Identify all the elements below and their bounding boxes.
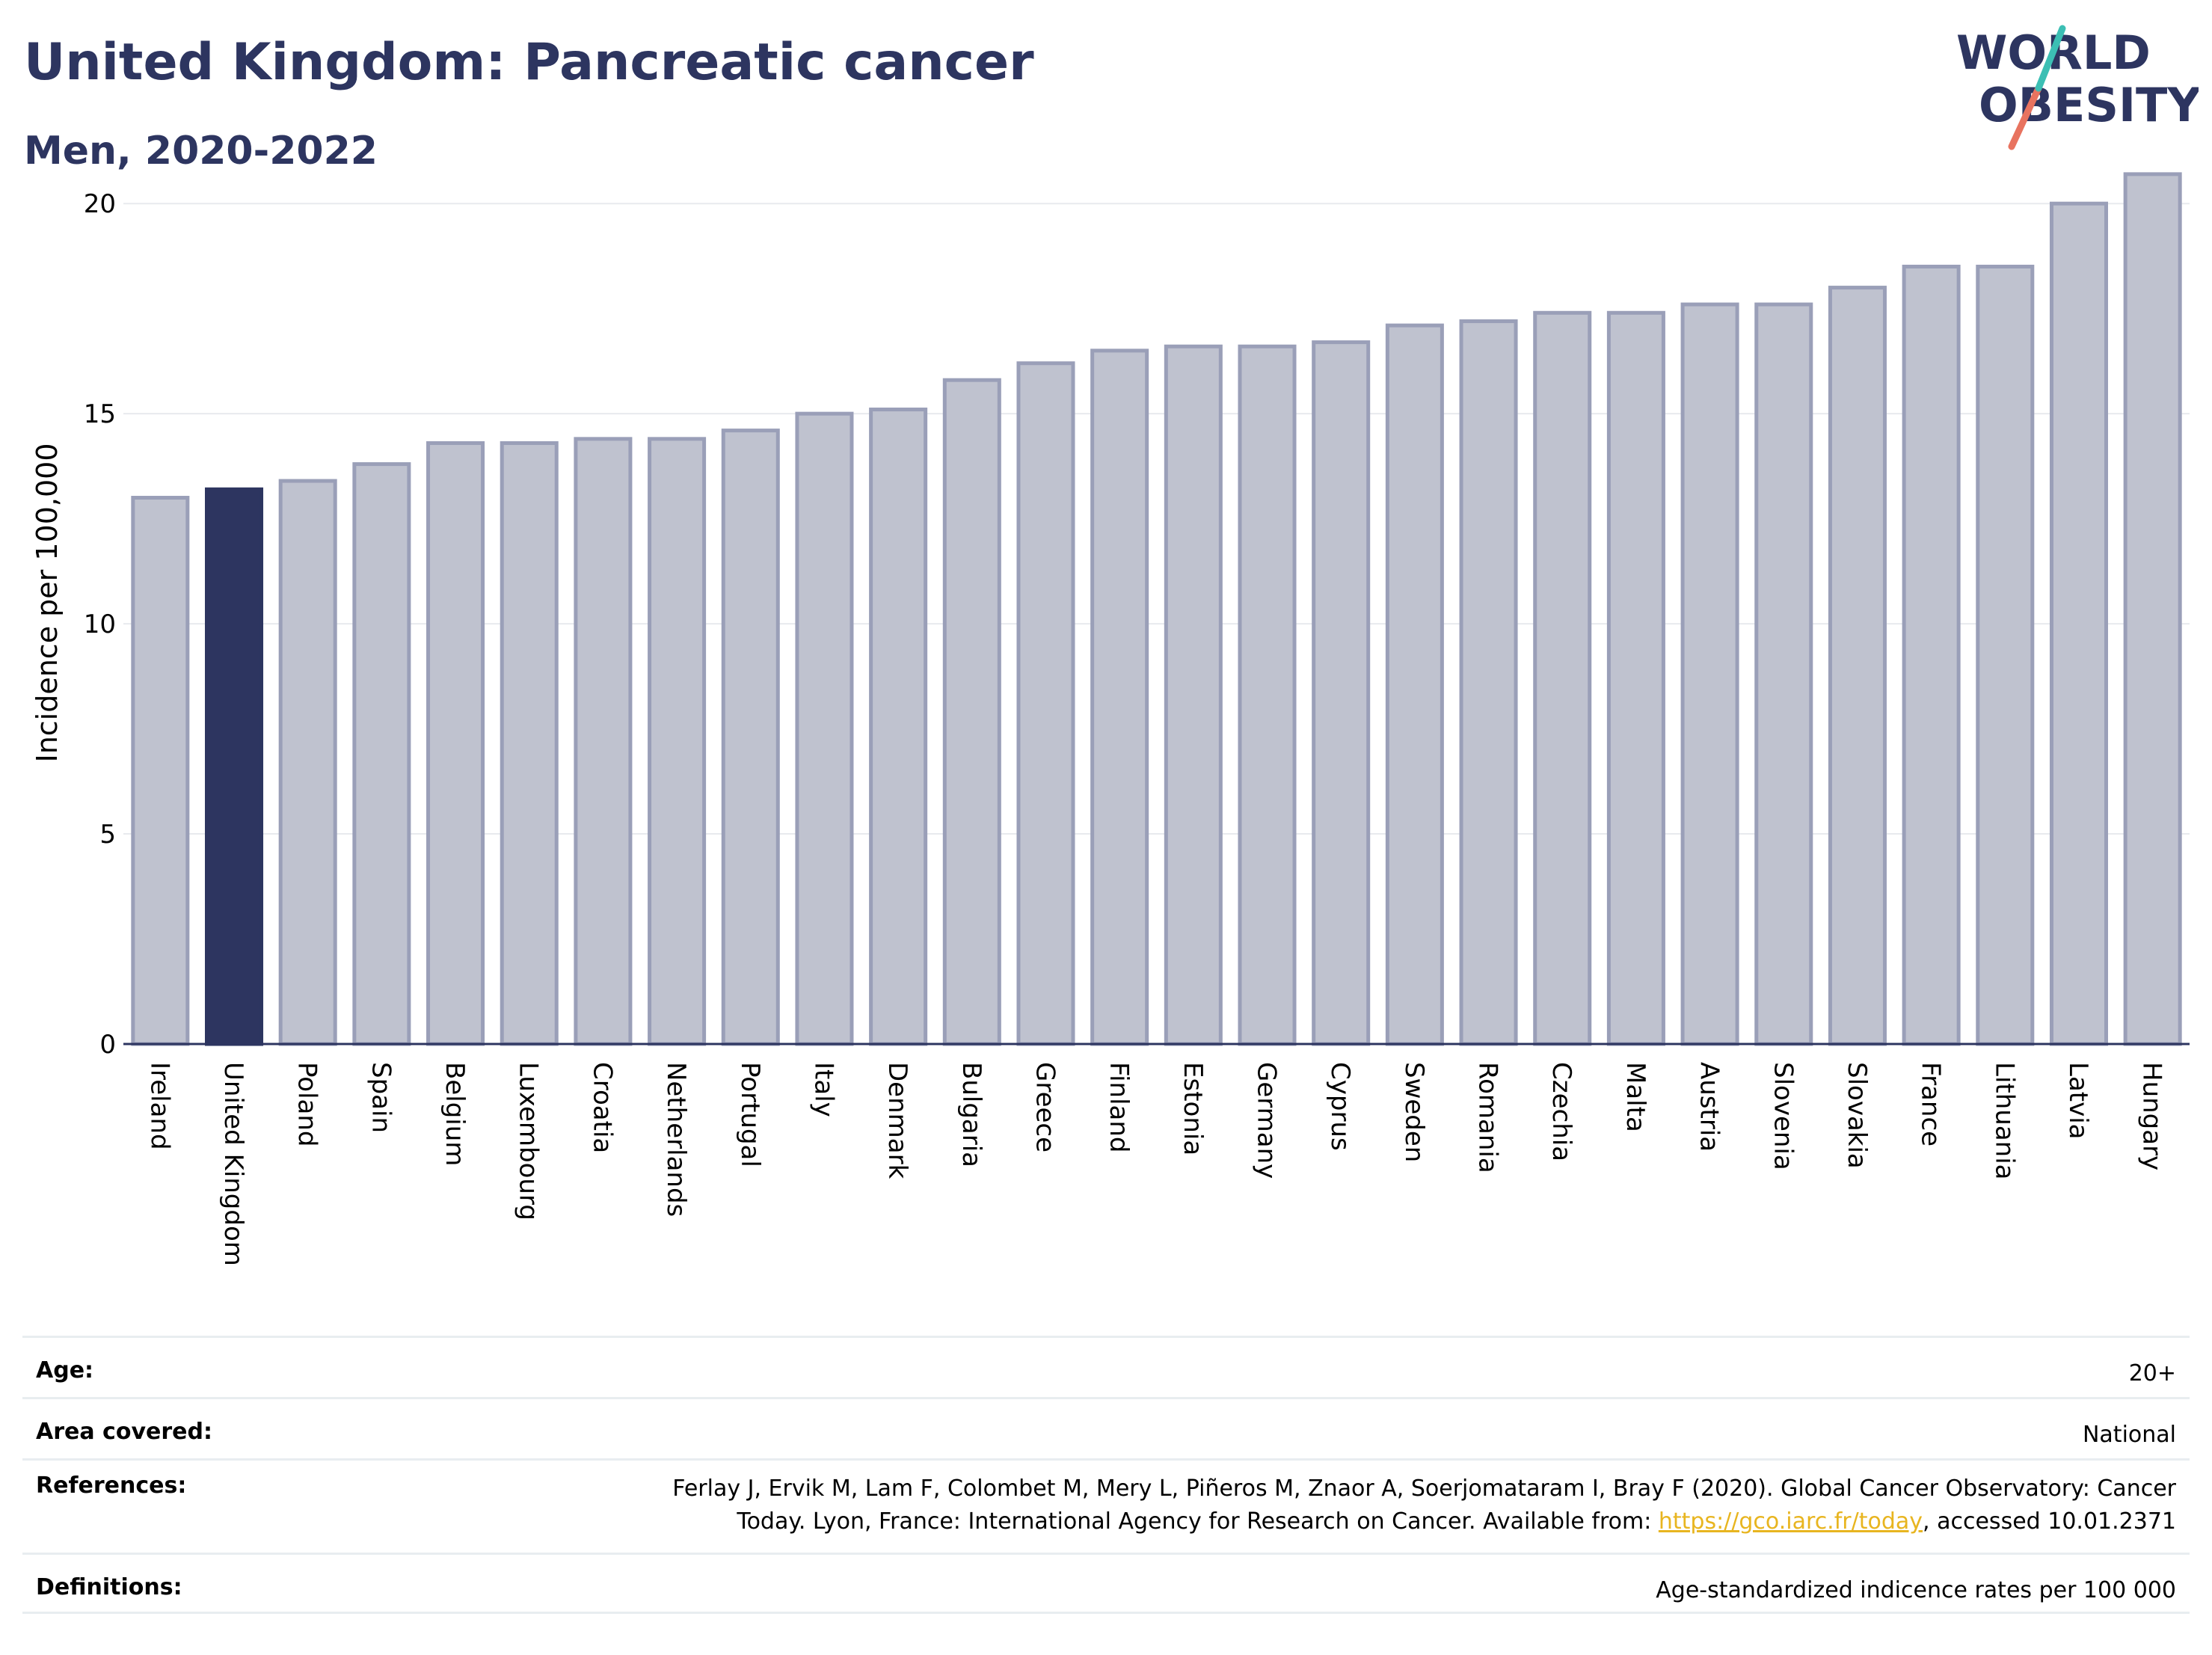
bar-italy: [795, 411, 854, 1046]
x-tick-label: Ireland: [144, 1062, 174, 1150]
x-tick-label: Poland: [292, 1062, 322, 1147]
y-tick-label: 5: [99, 820, 116, 850]
bar-hungary: [2123, 172, 2182, 1046]
x-tick-label: Estonia: [1178, 1062, 1208, 1155]
x-tick-label: Netherlands: [661, 1062, 691, 1217]
references-value: Ferlay J, Ervik M, Lam F, Colombet M, Me…: [672, 1473, 2176, 1538]
bar-slovakia: [1828, 286, 1887, 1046]
y-tick-label: 10: [84, 610, 116, 639]
x-tick-label: Slovenia: [1768, 1062, 1798, 1170]
y-tick-label: 0: [99, 1030, 116, 1060]
info-table: Age: 20+ Area covered: National Referenc…: [22, 1336, 2190, 1614]
y-axis-label: Incidence per 100,000: [31, 443, 64, 762]
bar-sweden: [1385, 323, 1444, 1046]
bar-lithuania: [1976, 264, 2035, 1046]
references-line2-pre: Today. Lyon, France: International Agenc…: [737, 1508, 1659, 1535]
definitions-label: Definitions:: [36, 1574, 182, 1600]
x-tick-label: Spain: [366, 1062, 396, 1133]
bar-poland: [278, 479, 337, 1046]
x-axis-ticks: Ireland United Kingdom Poland Spain Belgium L…: [144, 1062, 2166, 1266]
y-tick-label: 15: [84, 399, 116, 429]
bar-netherlands: [648, 437, 707, 1046]
x-tick-label: Sweden: [1399, 1062, 1429, 1162]
y-axis-ticks: 0 5 10 15 20: [84, 189, 116, 1060]
x-tick-label: Hungary: [2137, 1062, 2167, 1170]
bar-croatia: [574, 437, 633, 1046]
x-tick-label: Finland: [1104, 1062, 1134, 1153]
bar-malta: [1606, 310, 1665, 1046]
x-tick-label: Lithuania: [1989, 1062, 2019, 1179]
bar-germany: [1238, 344, 1297, 1046]
x-tick-label: Latvia: [2063, 1062, 2093, 1140]
page-title: United Kingdom: Pancreatic cancer: [24, 33, 1034, 92]
logo-slash-coral: [2008, 85, 2042, 150]
x-tick-label: Cyprus: [1325, 1062, 1355, 1151]
bar-cyprus: [1312, 340, 1371, 1046]
age-value: 20+: [2128, 1360, 2176, 1387]
x-tick-label: Portugal: [735, 1062, 765, 1167]
x-tick-label: Denmark: [882, 1062, 912, 1179]
x-tick-label: Luxembourg: [514, 1062, 544, 1220]
bar-denmark: [869, 408, 928, 1046]
x-tick-label: France: [1916, 1062, 1946, 1146]
world-obesity-logo: WORLD OBESITY: [1956, 25, 2199, 150]
bar-latvia: [2049, 201, 2108, 1046]
x-tick-label: United Kingdom: [218, 1062, 248, 1266]
x-tick-label: Belgium: [440, 1062, 470, 1166]
x-tick-label: Malta: [1620, 1062, 1650, 1132]
x-tick-label: Bulgaria: [956, 1062, 986, 1167]
bar-finland: [1090, 348, 1149, 1046]
logo-slash-teal: [2035, 25, 2066, 92]
bar-greece: [1016, 361, 1075, 1046]
bar-chart: 0 5 10 15 20 Ireland United Kingdom Poland Spai…: [31, 172, 2190, 1266]
bar-estonia: [1164, 344, 1223, 1046]
info-row-area: Area covered: National: [22, 1397, 2190, 1458]
bars: [131, 172, 2182, 1046]
bar-czechia: [1533, 310, 1592, 1046]
area-value: National: [2082, 1422, 2176, 1448]
bar-ireland: [131, 496, 190, 1046]
area-label: Area covered:: [36, 1419, 212, 1445]
x-tick-label: Austria: [1695, 1062, 1724, 1152]
bar-france: [1902, 264, 1961, 1046]
logo-line2: OBESITY: [1979, 78, 2199, 132]
info-row-definitions: Definitions: Age-standardized indicence …: [22, 1553, 2190, 1614]
x-tick-label: Slovakia: [1842, 1062, 1872, 1169]
bar-belgium: [426, 440, 485, 1046]
info-row-references: References: Ferlay J, Ervik M, Lam F, Co…: [22, 1458, 2190, 1553]
references-line2-post: , accessed 10.01.2371: [1923, 1508, 2176, 1535]
references-label: References:: [36, 1473, 187, 1499]
bar-bulgaria: [942, 378, 1001, 1046]
x-tick-label: Croatia: [587, 1062, 617, 1153]
x-tick-label: Greece: [1030, 1062, 1060, 1152]
x-tick-label: Germany: [1252, 1062, 1282, 1179]
info-row-age: Age: 20+: [22, 1336, 2190, 1397]
bar-austria: [1680, 302, 1739, 1046]
definitions-value: Age-standardized indicence rates per 100…: [1656, 1577, 2176, 1603]
references-line1: Ferlay J, Ervik M, Lam F, Colombet M, Me…: [672, 1476, 2176, 1502]
x-tick-label: Romania: [1473, 1062, 1503, 1173]
bar-spain: [352, 462, 411, 1046]
y-tick-label: 20: [84, 189, 116, 219]
bar-luxembourg: [500, 440, 559, 1046]
bar-slovenia: [1754, 302, 1813, 1046]
x-tick-label: Italy: [808, 1062, 838, 1117]
bar-romania: [1459, 319, 1518, 1046]
bar-united-kingdom: [205, 487, 264, 1046]
age-label: Age:: [36, 1357, 94, 1384]
references-link[interactable]: https://gco.iarc.fr/today: [1658, 1508, 1923, 1535]
bar-portugal: [721, 429, 780, 1046]
page-subtitle: Men, 2020-2022: [24, 129, 378, 174]
x-tick-label: Czechia: [1546, 1062, 1576, 1161]
